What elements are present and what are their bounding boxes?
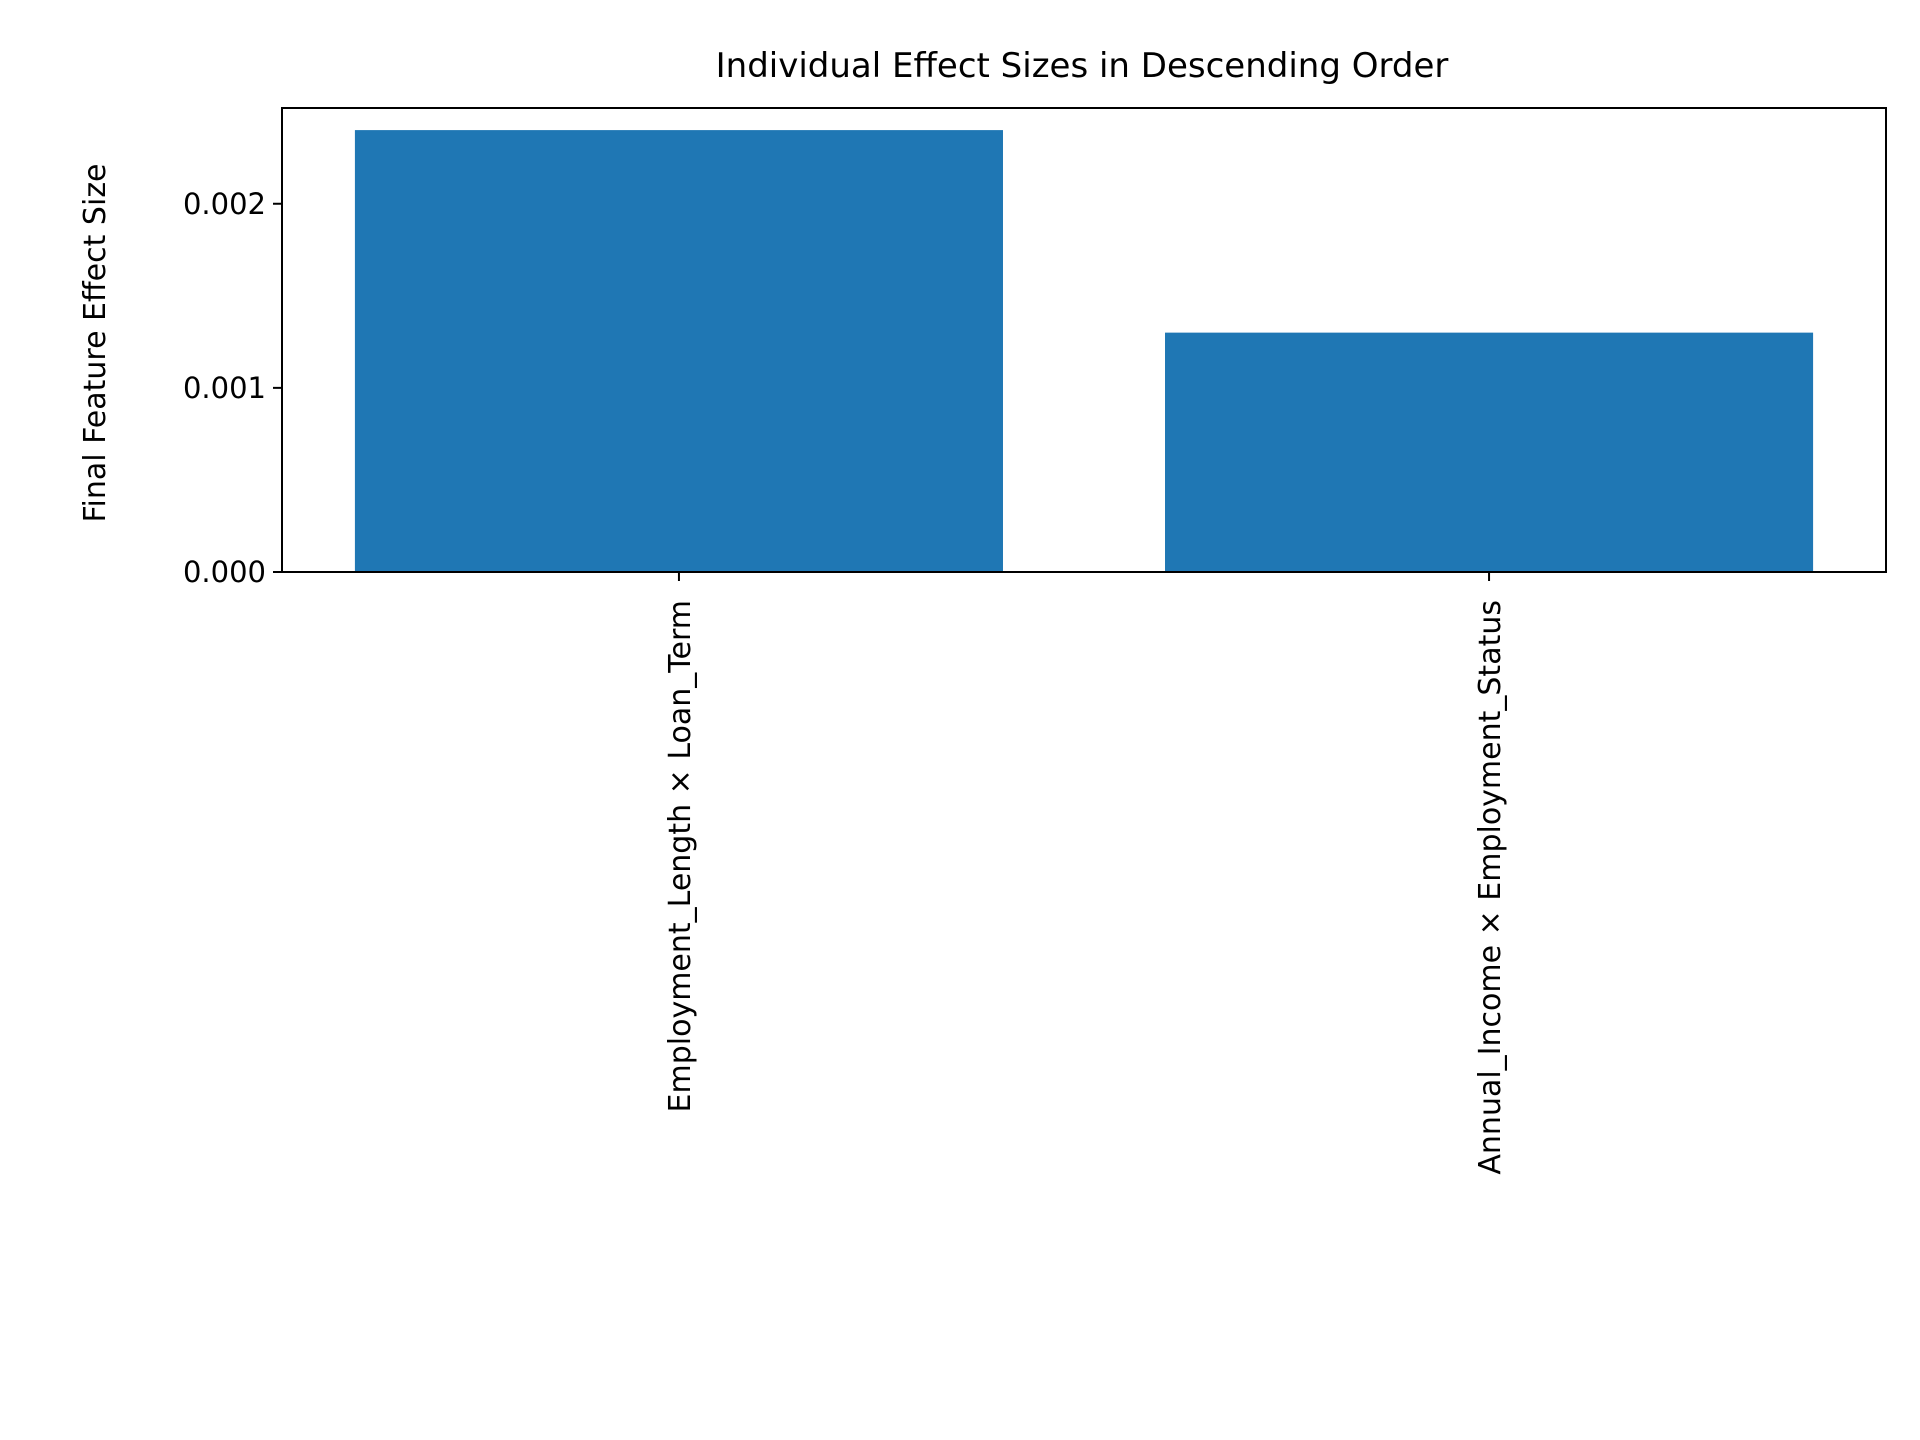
chart-title: Individual Effect Sizes in Descending Or… — [716, 46, 1449, 86]
x-axis: Employment_Length × Loan_Term Annual_Inco… — [663, 572, 1508, 1175]
x-tick-label: Annual_Income × Employment_Status — [1473, 600, 1508, 1175]
y-tick-label: 0.002 — [183, 187, 266, 221]
bar-1 — [354, 130, 1003, 572]
y-axis-label: Final Feature Effect Size — [78, 163, 113, 522]
x-tick-label: Employment_Length × Loan_Term — [663, 600, 698, 1112]
y-tick-label: 0.000 — [183, 555, 266, 589]
plot-frame — [281, 107, 1887, 573]
bar-2 — [1165, 332, 1814, 572]
y-axis: 0.000 0.001 0.002 — [183, 187, 282, 589]
bars-group — [354, 130, 1814, 572]
y-tick-label: 0.001 — [183, 371, 266, 405]
